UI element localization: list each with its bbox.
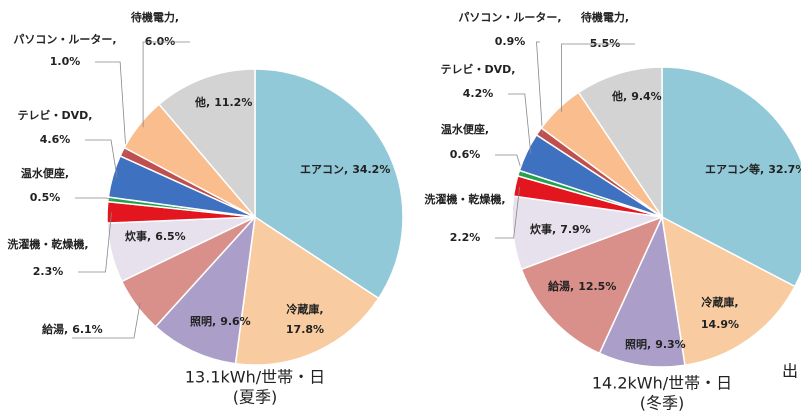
slice-value-label: 32.7% bbox=[768, 163, 801, 176]
slice-value-label: 9.6% bbox=[220, 315, 251, 328]
slice-value-label: 0.9% bbox=[495, 35, 526, 48]
slice-value-label: 6.0% bbox=[145, 35, 176, 48]
slice-label: 炊事, bbox=[530, 222, 556, 236]
slice-value-label: 4.6% bbox=[40, 133, 71, 146]
slice-label: パソコン・ルーター, bbox=[458, 11, 561, 24]
leader-line bbox=[495, 186, 521, 239]
slice-value-label: 0.5% bbox=[30, 191, 61, 204]
slice-value-label: 14.9% bbox=[701, 318, 739, 331]
chart-title: 13.1kWh/世帯・日 bbox=[185, 368, 325, 387]
slice-label: 温水便座, bbox=[441, 122, 489, 136]
slice-value-label: 5.5% bbox=[590, 37, 621, 50]
leader-line bbox=[72, 302, 141, 339]
leader-line bbox=[85, 139, 118, 178]
slice-label: パソコン・ルーター, bbox=[13, 33, 116, 46]
pie-slice bbox=[158, 68, 256, 220]
note: 出 bbox=[782, 362, 798, 381]
chart-subtitle: (夏季) bbox=[233, 388, 278, 407]
slice-label: 他, bbox=[194, 95, 210, 109]
slice-label: 待機電力, bbox=[130, 10, 179, 24]
slice-label: 他, bbox=[611, 89, 627, 103]
slice-label: 給湯, bbox=[42, 322, 68, 336]
leader-line bbox=[78, 212, 112, 273]
slice-value-label: 9.4% bbox=[631, 90, 662, 103]
slice-value-label: 7.9% bbox=[560, 223, 591, 236]
chart-title: 14.2kWh/世帯・日 bbox=[592, 374, 732, 393]
pie-slice bbox=[154, 214, 257, 365]
leader-line bbox=[95, 61, 127, 154]
slice-label: 照明, bbox=[625, 338, 651, 351]
leader-line bbox=[75, 197, 113, 201]
leader-line bbox=[536, 41, 543, 134]
slice-label: 炊事, bbox=[125, 229, 151, 243]
slice-value-label: 12.5% bbox=[578, 280, 616, 293]
pie-slice bbox=[598, 214, 686, 368]
pie-slice bbox=[234, 215, 380, 366]
slice-value-label: 9.3% bbox=[655, 338, 686, 351]
leader-line bbox=[561, 43, 635, 112]
slice-label: エアコン等, bbox=[705, 162, 764, 176]
pie-slice bbox=[520, 215, 664, 355]
slice-value-label: 4.2% bbox=[463, 87, 494, 100]
slice-label: エアコン, bbox=[300, 163, 348, 176]
slice-value-label: 17.8% bbox=[286, 323, 324, 336]
slice-label: 給湯, bbox=[548, 279, 574, 293]
slice-value-label: 6.5% bbox=[155, 230, 186, 243]
slice-value-label: 0.6% bbox=[450, 148, 481, 161]
slice-value-label: 11.2% bbox=[214, 96, 252, 109]
slice-value-label: 2.3% bbox=[33, 265, 64, 278]
slice-label: 照明, bbox=[190, 315, 216, 328]
slice-label: 待機電力, bbox=[580, 10, 629, 24]
slice-value-label: 2.2% bbox=[450, 231, 481, 244]
slice-label: 洗濯機・乾燥機, bbox=[424, 192, 505, 206]
slice-label: 冷蔵庫, bbox=[701, 295, 738, 309]
slice-value-label: 34.2% bbox=[352, 163, 390, 176]
pie-slice bbox=[577, 66, 663, 220]
slice-label: テレビ・DVD, bbox=[441, 62, 516, 76]
slice-value-label: 1.0% bbox=[50, 55, 81, 68]
slice-label: 洗濯機・乾燥機, bbox=[7, 237, 88, 251]
leader-line bbox=[142, 41, 190, 128]
slice-label: テレビ・DVD, bbox=[18, 108, 93, 122]
slice-label: 冷蔵庫, bbox=[286, 302, 323, 316]
pie-slice bbox=[661, 215, 796, 367]
chart-subtitle: (冬季) bbox=[640, 394, 685, 412]
slice-value-label: 6.1% bbox=[72, 323, 103, 336]
leader-line bbox=[508, 93, 532, 155]
slice-label: 温水便座, bbox=[21, 166, 69, 180]
pie-slice bbox=[661, 66, 801, 288]
